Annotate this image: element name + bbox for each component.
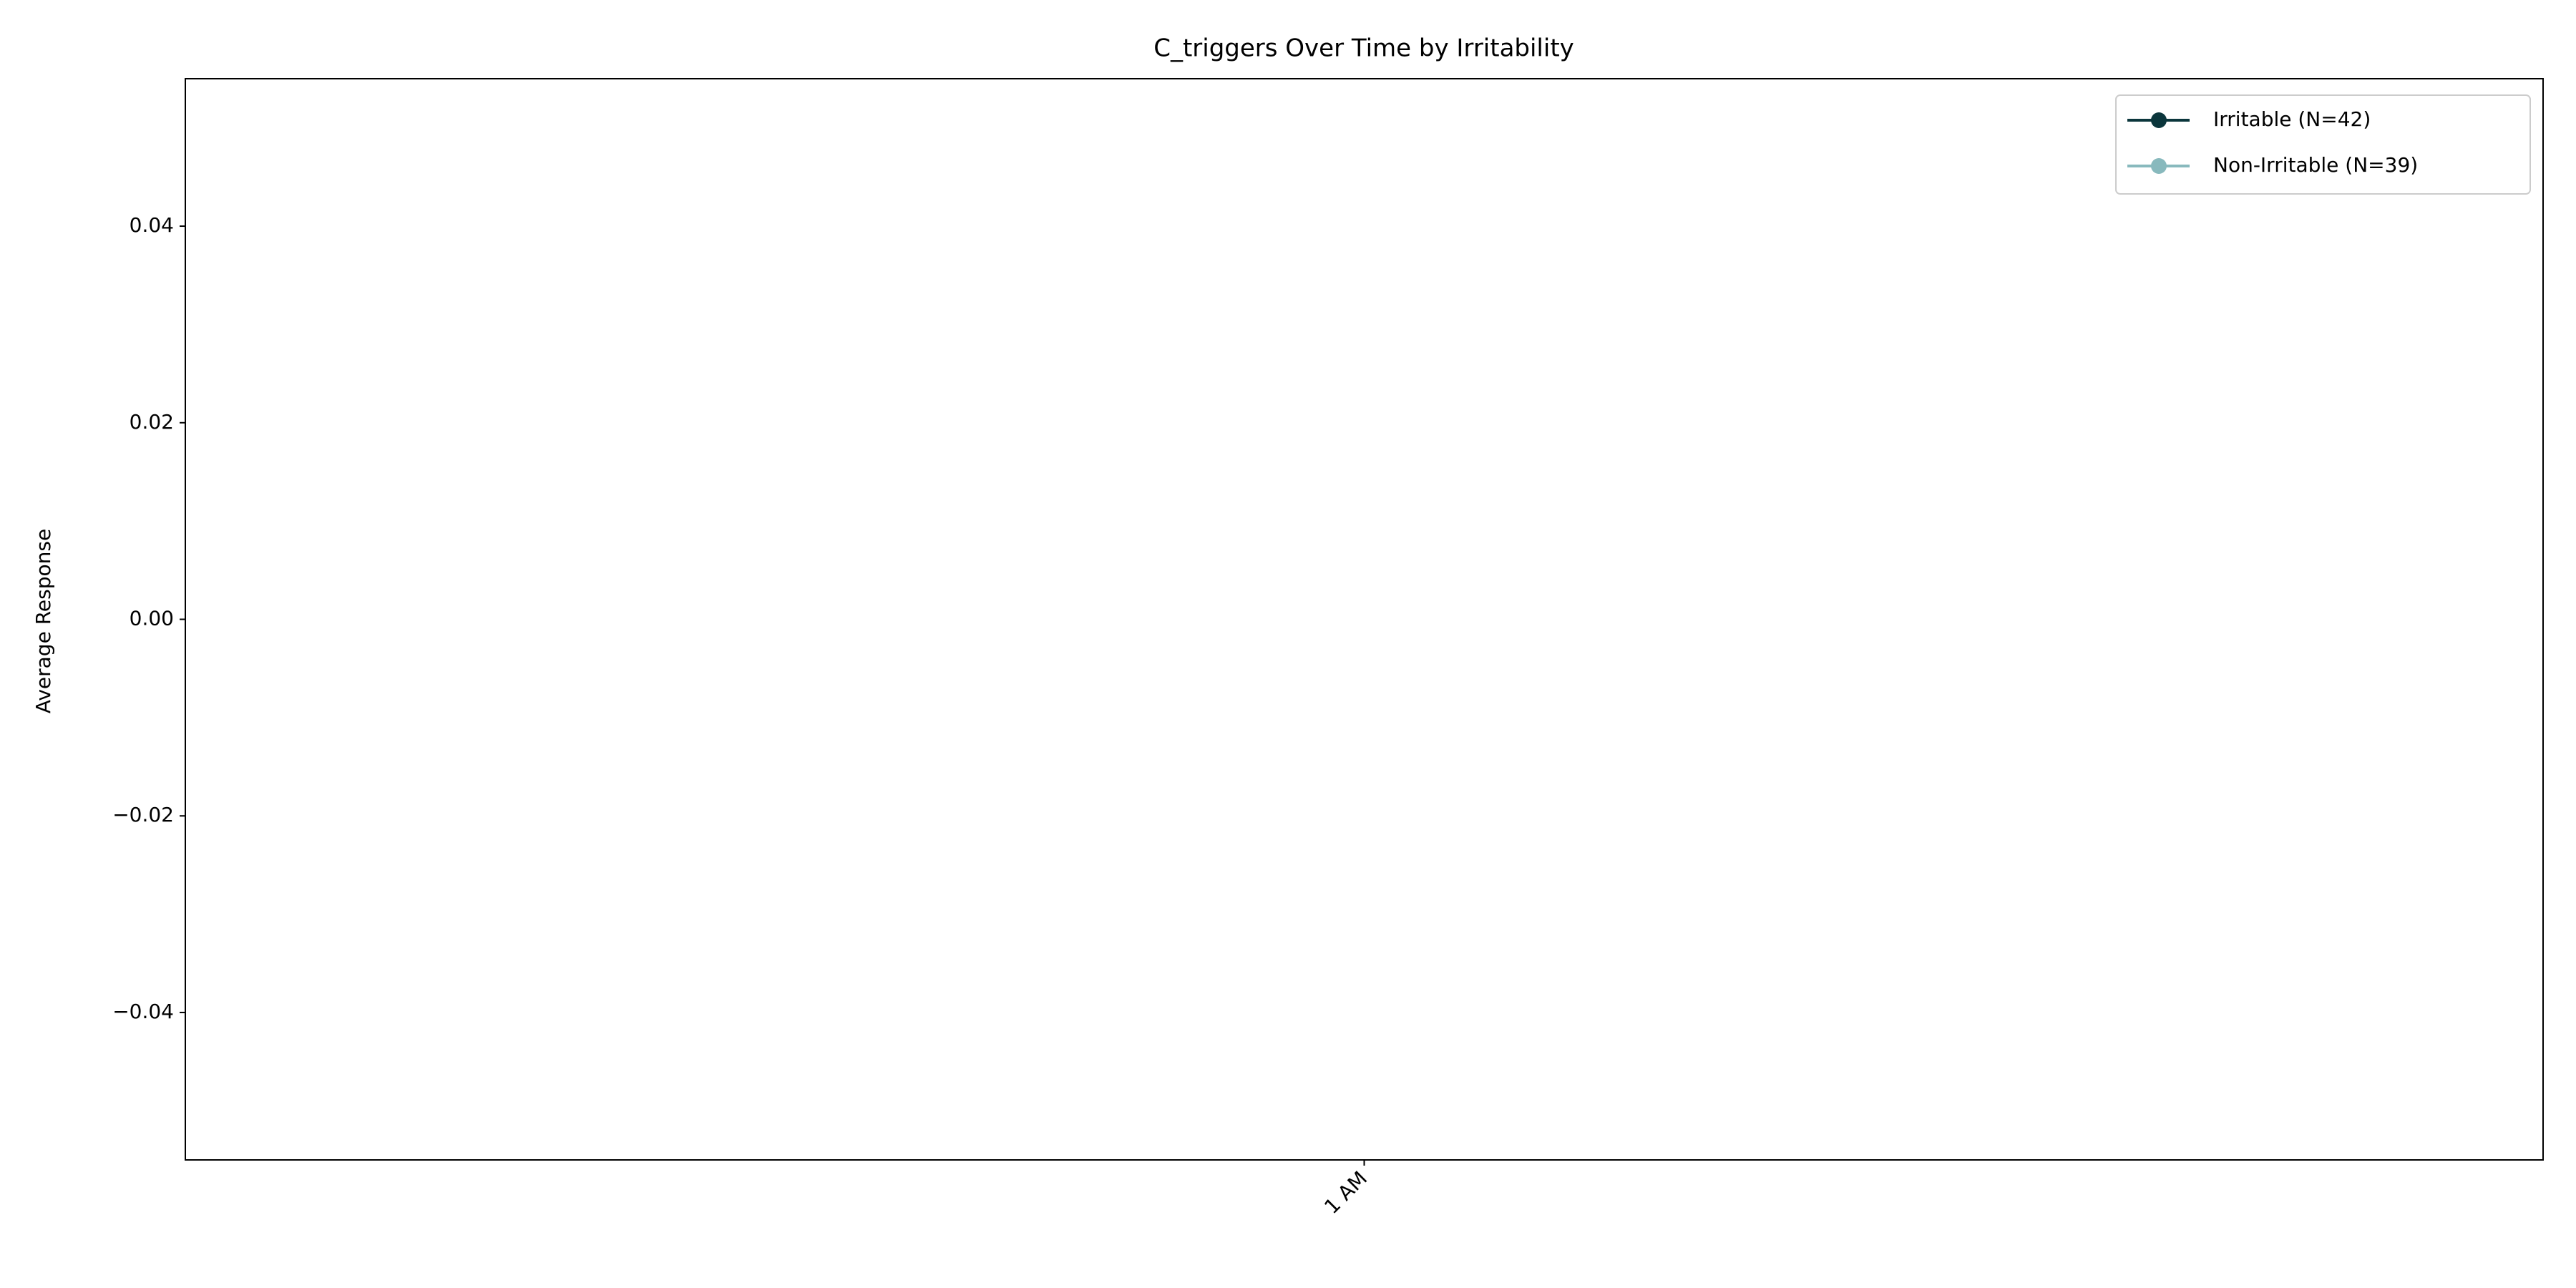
y-tick-label: 0.04 [130, 213, 174, 237]
y-tick-label: −0.02 [112, 803, 174, 826]
legend-marker [2151, 158, 2167, 174]
legend-box [2115, 94, 2531, 195]
y-tick-label: 0.02 [130, 410, 174, 434]
y-tick-label: 0.00 [130, 607, 174, 630]
legend-marker [2151, 112, 2167, 128]
legend-label: Irritable (N=42) [2213, 107, 2371, 131]
y-tick-label: −0.04 [112, 1000, 174, 1023]
plot-frame [185, 78, 2544, 1161]
y-axis-label: Average Response [31, 529, 55, 713]
chart-title: C_triggers Over Time by Irritability [1153, 34, 1574, 63]
legend-label: Non-Irritable (N=39) [2213, 153, 2418, 177]
